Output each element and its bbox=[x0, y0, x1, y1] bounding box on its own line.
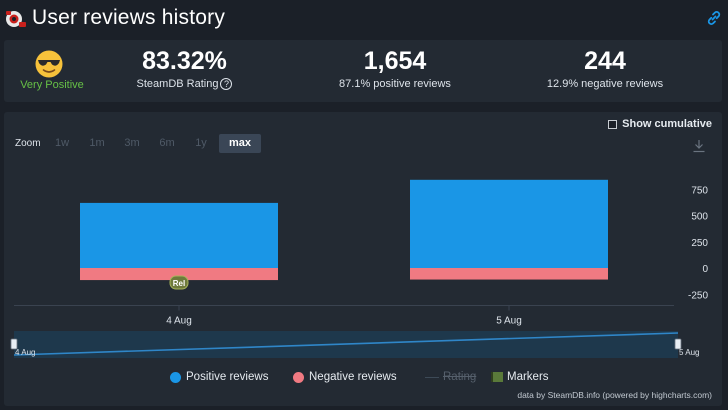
chart-credit[interactable]: data by SteamDB.info (powered by highcha… bbox=[517, 390, 712, 400]
page-header: User reviews history bbox=[0, 0, 728, 38]
y-tick-label: 0 bbox=[702, 264, 708, 275]
legend-negative[interactable]: Negative reviews bbox=[293, 371, 397, 383]
bar-positive bbox=[80, 202, 278, 268]
help-icon[interactable]: ? bbox=[220, 78, 233, 90]
bar-negative bbox=[410, 268, 608, 280]
negative-count: 244 bbox=[584, 47, 626, 75]
bar-negative bbox=[80, 268, 278, 281]
zoom-3m-button[interactable]: 3m bbox=[124, 137, 140, 149]
zoom-1y-button[interactable]: 1y bbox=[195, 137, 207, 149]
steamdb-logo-icon bbox=[6, 11, 26, 27]
navigator-series-line bbox=[13, 332, 679, 356]
zoom-1w-button[interactable]: 1w bbox=[54, 137, 70, 149]
positive-caption: 87.1% positive reviews bbox=[339, 78, 451, 90]
release-marker bbox=[169, 275, 189, 290]
y-tick-label: -250 bbox=[688, 290, 708, 301]
zoom-6m-button[interactable]: 6m bbox=[159, 137, 175, 149]
reviews-chart-panel: Show cumulative Zoom 1w 1m 3m 6m 1y max … bbox=[4, 112, 722, 406]
show-cumulative-checkbox[interactable] bbox=[608, 119, 618, 129]
positive-reviews-stat: 1,654 87.1% positive reviews bbox=[325, 46, 465, 91]
navigator-start-label: 4 Aug bbox=[15, 348, 35, 357]
zoom-max-button[interactable]: max bbox=[219, 134, 261, 153]
rating-verdict: Very Positive bbox=[20, 79, 84, 91]
download-icon[interactable] bbox=[692, 139, 706, 153]
release-marker-label: Rel bbox=[173, 279, 185, 288]
rating-caption: SteamDB Rating bbox=[136, 78, 219, 90]
rating-percent: 83.32% bbox=[142, 47, 227, 75]
bar-positive bbox=[410, 179, 608, 268]
show-cumulative-label: Show cumulative bbox=[622, 118, 712, 130]
navigator-end-label: 5 Aug bbox=[679, 348, 699, 357]
legend-positive[interactable]: Positive reviews bbox=[170, 371, 268, 383]
legend-positive-label: Positive reviews bbox=[186, 371, 269, 383]
reviews-bar-chart: 750 500 250 0 -250 4 Aug 5 Aug Rel 4 Aug 5 Aug bbox=[10, 179, 708, 358]
y-tick-label: 500 bbox=[691, 212, 708, 223]
rating-summary-panel: Very Positive 83.32% SteamDB Rating? 1,6… bbox=[4, 40, 722, 102]
show-cumulative-toggle[interactable]: Show cumulative bbox=[608, 118, 712, 130]
chart-legend: Positive reviews Negative reviews Rating… bbox=[4, 371, 722, 385]
positive-swatch bbox=[170, 371, 181, 383]
legend-negative-label: Negative reviews bbox=[309, 371, 397, 383]
x-tick-label: 5 Aug bbox=[496, 316, 522, 327]
y-tick-label: 750 bbox=[691, 185, 708, 196]
page-title: User reviews history bbox=[32, 6, 226, 29]
legend-markers-label: Markers bbox=[507, 371, 549, 383]
navigator-handle-right bbox=[674, 338, 682, 350]
legend-rating-label: Rating bbox=[443, 371, 477, 383]
negative-caption: 12.9% negative reviews bbox=[546, 78, 664, 90]
flag-icon bbox=[491, 372, 503, 382]
positive-count: 1,654 bbox=[363, 47, 427, 75]
steamdb-rating-stat: 83.32% SteamDB Rating? bbox=[112, 46, 257, 91]
legend-rating[interactable]: Rating bbox=[425, 371, 476, 383]
sunglasses-face-icon bbox=[35, 50, 63, 78]
navigator-handle-left bbox=[10, 338, 18, 350]
zoom-label: Zoom bbox=[15, 138, 41, 149]
x-tick-label: 4 Aug bbox=[166, 316, 192, 327]
negative-swatch bbox=[293, 371, 304, 383]
y-tick-label: 250 bbox=[691, 238, 708, 249]
legend-markers[interactable]: Markers bbox=[491, 371, 549, 383]
zoom-1m-button[interactable]: 1m bbox=[89, 137, 105, 149]
rating-line-swatch bbox=[425, 376, 439, 378]
link-icon[interactable] bbox=[706, 10, 722, 26]
negative-reviews-stat: 244 12.9% negative reviews bbox=[535, 46, 675, 91]
